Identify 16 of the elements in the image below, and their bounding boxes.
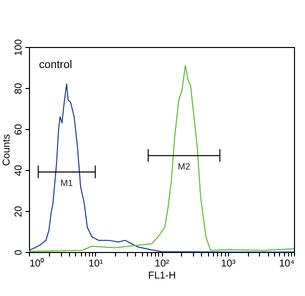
y-tick-label: 100 <box>14 38 24 56</box>
x-tick-label: 10³ <box>221 258 236 270</box>
x-tick-label: 10² <box>154 258 170 270</box>
series-label: control <box>39 59 72 71</box>
y-tick-label: 20 <box>14 206 24 218</box>
y-tick-label: 80 <box>14 82 24 94</box>
y-tick-label: 0 <box>14 249 24 256</box>
y-axis-title: Counts <box>2 134 12 166</box>
x-tick-label: 10⁴ <box>279 258 294 270</box>
y-tick-label: 60 <box>14 124 24 136</box>
annotation: M1 <box>60 178 73 188</box>
y-tick-label: 40 <box>14 164 24 176</box>
x-tick-label: 10⁰ <box>30 258 45 270</box>
x-tick-label: 10¹ <box>88 258 104 270</box>
annotation: M2 <box>178 162 190 172</box>
x-axis-title: FL1-H <box>148 270 176 282</box>
